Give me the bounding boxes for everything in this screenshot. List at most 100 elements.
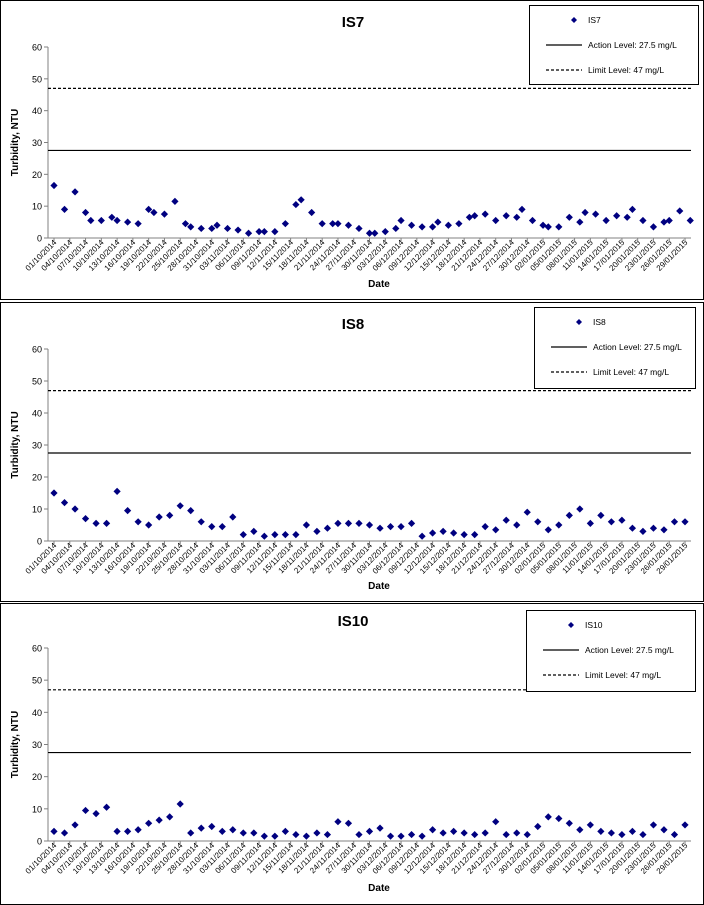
data-point — [124, 218, 132, 226]
data-point — [155, 513, 163, 521]
data-point — [628, 205, 637, 213]
data-point — [355, 519, 363, 527]
data-point — [218, 523, 226, 531]
data-point — [492, 526, 500, 534]
data-point — [492, 818, 500, 826]
data-point — [502, 212, 510, 220]
legend-label: Limit Level: 47 mg/L — [593, 367, 670, 377]
data-point — [355, 830, 363, 839]
data-point — [150, 208, 158, 217]
data-point — [166, 813, 174, 821]
legend-item-action-level: Action Level: 27.5 mg/L — [530, 39, 698, 51]
dashed-line-icon — [543, 674, 579, 676]
data-point — [639, 830, 647, 839]
y-tick-label: 50 — [32, 377, 42, 387]
data-point — [334, 818, 342, 826]
data-point — [660, 218, 668, 226]
data-point — [102, 519, 111, 527]
data-point — [371, 229, 379, 237]
legend-label: Limit Level: 47 mg/L — [585, 670, 662, 680]
y-tick-label: 0 — [37, 234, 42, 244]
data-point — [213, 221, 221, 229]
data-point — [229, 513, 237, 521]
data-point — [113, 487, 121, 495]
chart-panel-is8: IS8 Turbidity, NTU Date 0 10 20 30 40 50 60 01/10/… — [0, 302, 704, 602]
y-tick-label: 60 — [32, 644, 42, 654]
data-point — [418, 832, 426, 840]
data-point — [255, 228, 263, 236]
data-point — [234, 226, 242, 234]
y-tick-label: 20 — [32, 170, 42, 180]
data-point — [429, 529, 437, 537]
data-point — [302, 521, 310, 529]
data-point — [50, 181, 58, 190]
data-point — [344, 519, 353, 527]
data-point — [208, 224, 216, 233]
data-point — [313, 829, 321, 837]
y-axis-label: Turbidity, NTU — [10, 711, 21, 778]
data-point — [586, 519, 594, 527]
data-point — [534, 822, 542, 831]
data-point — [618, 516, 626, 524]
data-point — [555, 521, 563, 529]
data-point — [145, 205, 153, 213]
data-point — [544, 526, 552, 534]
data-point — [607, 829, 615, 837]
data-point — [145, 521, 153, 529]
data-point — [397, 523, 405, 531]
data-point — [502, 516, 510, 524]
data-point — [665, 216, 673, 225]
data-point — [145, 819, 153, 827]
legend-item-limit-level: Limit Level: 47 mg/L — [527, 669, 695, 681]
legend-item-series: IS10 — [527, 619, 695, 631]
data-point — [134, 826, 142, 834]
chart-title: IS7 — [342, 14, 365, 31]
y-axis-label: Turbidity, NTU — [10, 109, 21, 176]
data-point — [450, 827, 458, 835]
y-tick-label: 10 — [32, 804, 42, 814]
data-point — [418, 532, 426, 540]
data-point — [397, 832, 405, 840]
data-point — [302, 832, 310, 840]
y-tick-label: 60 — [32, 43, 42, 53]
legend-label: IS8 — [593, 317, 606, 327]
data-point — [134, 518, 142, 526]
data-point — [187, 223, 195, 231]
data-point — [639, 527, 647, 535]
solid-line-icon — [543, 649, 579, 651]
data-point — [223, 224, 232, 233]
data-point — [670, 830, 679, 839]
data-point — [281, 531, 289, 539]
data-point — [607, 518, 615, 526]
y-tick-label: 40 — [32, 409, 42, 419]
data-point — [281, 220, 289, 228]
y-tick-label: 20 — [32, 772, 42, 782]
solid-line-icon — [546, 44, 582, 46]
data-point — [439, 527, 447, 535]
data-point — [576, 218, 584, 226]
data-point — [271, 228, 279, 236]
data-point — [355, 224, 363, 233]
data-point — [229, 826, 237, 834]
data-point — [523, 830, 531, 839]
y-axis-label: Turbidity, NTU — [10, 411, 21, 478]
data-point — [471, 830, 479, 839]
data-point — [481, 210, 489, 218]
data-point — [397, 216, 405, 225]
data-point — [376, 824, 384, 832]
data-point — [555, 814, 563, 823]
data-point — [323, 524, 332, 532]
x-axis-label: Date — [368, 883, 390, 894]
data-point — [513, 521, 521, 529]
data-point — [418, 223, 426, 231]
data-point — [434, 218, 442, 226]
data-point — [686, 216, 694, 225]
dashed-line-icon — [546, 69, 582, 71]
data-point — [613, 212, 621, 220]
data-point — [271, 531, 279, 539]
data-point — [365, 229, 374, 237]
data-point — [534, 518, 542, 526]
y-tick-label: 0 — [37, 837, 42, 847]
data-point — [108, 213, 116, 221]
data-point — [660, 526, 668, 534]
